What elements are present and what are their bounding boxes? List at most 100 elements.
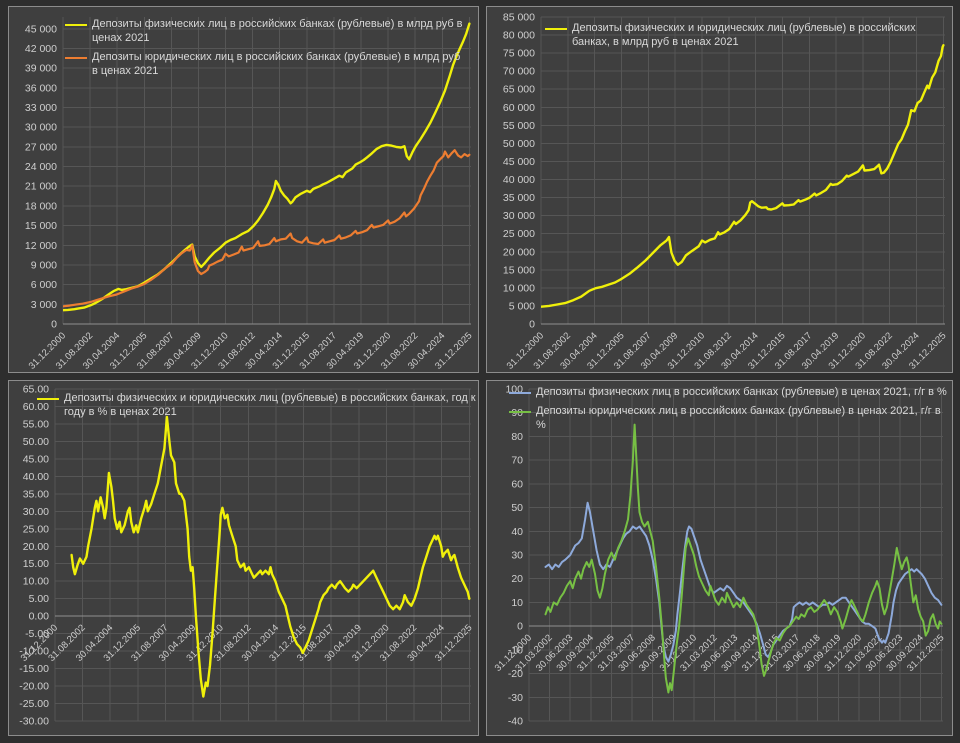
svg-text:10 000: 10 000 xyxy=(503,282,535,294)
svg-text:60 000: 60 000 xyxy=(503,102,535,114)
series-individuals xyxy=(63,22,471,312)
svg-text:55.00: 55.00 xyxy=(23,418,49,430)
series-total_yoy xyxy=(70,415,471,698)
svg-text:45 000: 45 000 xyxy=(503,156,535,168)
svg-text:60: 60 xyxy=(511,478,523,490)
svg-text:65.00: 65.00 xyxy=(23,384,49,396)
svg-text:0: 0 xyxy=(51,319,57,331)
series-lines xyxy=(541,44,945,308)
svg-text:15 000: 15 000 xyxy=(503,264,535,276)
svg-text:-10: -10 xyxy=(508,644,523,656)
svg-text:30 000: 30 000 xyxy=(25,122,57,134)
svg-text:80: 80 xyxy=(511,431,523,443)
svg-text:-30.00: -30.00 xyxy=(19,716,49,728)
legend-item: Депозиты физических и юридических лиц (р… xyxy=(545,21,945,49)
svg-text:25.00: 25.00 xyxy=(23,523,49,535)
svg-text:30 000: 30 000 xyxy=(503,210,535,222)
chart-retail-vs-corporate-deposits[interactable]: 0 3 000 6 000 9 000 12 000 15 000 18 000 21 000… xyxy=(8,6,479,373)
y-axis-labels: -30.00 -25.00 -20.00 -15.00 -10.00 -5.00 0.00 5… xyxy=(19,384,49,728)
legend-line-swatch xyxy=(545,28,567,30)
svg-text:39 000: 39 000 xyxy=(25,63,57,75)
legend-label: Депозиты юридических лиц в российских ба… xyxy=(92,51,461,78)
svg-text:-20.00: -20.00 xyxy=(19,681,49,693)
svg-text:25 000: 25 000 xyxy=(503,228,535,240)
series-lines xyxy=(544,423,943,694)
svg-text:5 000: 5 000 xyxy=(509,300,535,312)
svg-text:35.00: 35.00 xyxy=(23,488,49,500)
gridlines xyxy=(528,388,943,722)
legend-line-swatch xyxy=(37,398,59,400)
y-axis-labels: 0 5 000 10 000 15 000 20 000 25 000 30 000 35 0… xyxy=(503,12,535,331)
svg-text:3 000: 3 000 xyxy=(31,299,57,311)
svg-text:0: 0 xyxy=(529,319,535,331)
svg-text:9 000: 9 000 xyxy=(31,259,57,271)
y-axis-labels: 0 3 000 6 000 9 000 12 000 15 000 18 000 21 000… xyxy=(25,23,57,330)
chart-total-deposits-yoy[interactable]: -30.00 -25.00 -20.00 -15.00 -10.00 -5.00 0.00 5… xyxy=(8,380,479,736)
svg-text:6 000: 6 000 xyxy=(31,279,57,291)
legend-item: Депозиты физических лиц в российских бан… xyxy=(65,17,469,45)
svg-text:15.00: 15.00 xyxy=(23,558,49,570)
chart-retail-corporate-deposits-yoy[interactable]: -40 -30 -20 -10 0 10 20 30 40 50 60 70 80 90 100 31.12.… xyxy=(486,380,953,736)
svg-text:36 000: 36 000 xyxy=(25,82,57,94)
svg-text:80 000: 80 000 xyxy=(503,30,535,42)
chart-legend: Депозиты физических и юридических лиц (р… xyxy=(545,21,945,49)
svg-text:40 000: 40 000 xyxy=(503,174,535,186)
svg-text:-10.00: -10.00 xyxy=(19,646,49,658)
svg-text:75 000: 75 000 xyxy=(503,48,535,60)
legend-label: Депозиты физических и юридических лиц (р… xyxy=(64,392,476,419)
legend-item: Депозиты юридических лиц в российских ба… xyxy=(509,404,949,432)
svg-text:30.00: 30.00 xyxy=(23,506,49,518)
svg-text:15 000: 15 000 xyxy=(25,220,57,232)
svg-text:33 000: 33 000 xyxy=(25,102,57,114)
legend-item: Депозиты физических лиц в российских бан… xyxy=(509,385,949,399)
svg-text:35 000: 35 000 xyxy=(503,192,535,204)
svg-text:-25.00: -25.00 xyxy=(19,698,49,710)
svg-text:10: 10 xyxy=(511,597,523,609)
plot-area: -40-30-20-10010203040506070809010031.12.… xyxy=(493,384,947,728)
series-lines xyxy=(63,22,471,312)
svg-text:20.00: 20.00 xyxy=(23,541,49,553)
svg-text:55 000: 55 000 xyxy=(503,120,535,132)
chart-total-deposits[interactable]: 0 5 000 10 000 15 000 20 000 25 000 30 000 35 0… xyxy=(486,6,953,373)
legend-label: Депозиты физических лиц в российских бан… xyxy=(536,386,947,398)
svg-text:20 000: 20 000 xyxy=(503,246,535,258)
svg-text:0: 0 xyxy=(517,621,523,633)
legend-line-swatch xyxy=(509,411,531,414)
svg-text:65 000: 65 000 xyxy=(503,84,535,96)
svg-text:30: 30 xyxy=(511,550,523,562)
svg-text:-5.00: -5.00 xyxy=(25,628,49,640)
chart-legend: Депозиты физических и юридических лиц (р… xyxy=(37,391,483,419)
plot-area: 0 5 000 10 000 15 000 20 000 25 000 30 000 35 0… xyxy=(503,12,949,372)
svg-text:60.00: 60.00 xyxy=(23,401,49,413)
legend-label: Депозиты юридических лиц в российских ба… xyxy=(536,405,941,432)
svg-text:40.00: 40.00 xyxy=(23,471,49,483)
svg-text:27 000: 27 000 xyxy=(25,141,57,153)
svg-text:12 000: 12 000 xyxy=(25,240,57,252)
svg-text:5.00: 5.00 xyxy=(29,593,50,605)
svg-text:50 000: 50 000 xyxy=(503,138,535,150)
svg-text:40: 40 xyxy=(511,526,523,538)
chart-legend: Депозиты физических лиц в российских бан… xyxy=(509,385,949,432)
chart-legend: Депозиты физических лиц в российских бан… xyxy=(65,17,469,78)
plot-area: -30.00 -25.00 -20.00 -15.00 -10.00 -5.00 0.00 5… xyxy=(19,384,475,728)
legend-line-swatch xyxy=(65,24,87,26)
svg-text:-20: -20 xyxy=(508,668,523,680)
svg-text:10.00: 10.00 xyxy=(23,576,49,588)
gridlines xyxy=(54,388,471,722)
legend-item: Депозиты физических и юридических лиц (р… xyxy=(37,391,483,419)
svg-text:-40: -40 xyxy=(508,716,523,728)
svg-text:45 000: 45 000 xyxy=(25,23,57,35)
svg-text:70 000: 70 000 xyxy=(503,66,535,78)
x-axis-labels: 31.12.200031.08.200230.04.200431.12.2005… xyxy=(27,330,475,371)
plot-area: 0 3 000 6 000 9 000 12 000 15 000 18 000 21 000… xyxy=(25,17,475,372)
legend-line-swatch xyxy=(65,57,87,60)
svg-text:50.00: 50.00 xyxy=(23,436,49,448)
series-corporate_yoy xyxy=(544,423,943,694)
gridlines xyxy=(540,16,945,325)
svg-text:85 000: 85 000 xyxy=(503,12,535,24)
svg-text:18 000: 18 000 xyxy=(25,200,57,212)
x-axis-labels: 31.12.200031.08.200230.04.200431.12.2005… xyxy=(19,623,475,664)
series-corporate xyxy=(63,149,471,308)
svg-text:90: 90 xyxy=(511,407,523,419)
